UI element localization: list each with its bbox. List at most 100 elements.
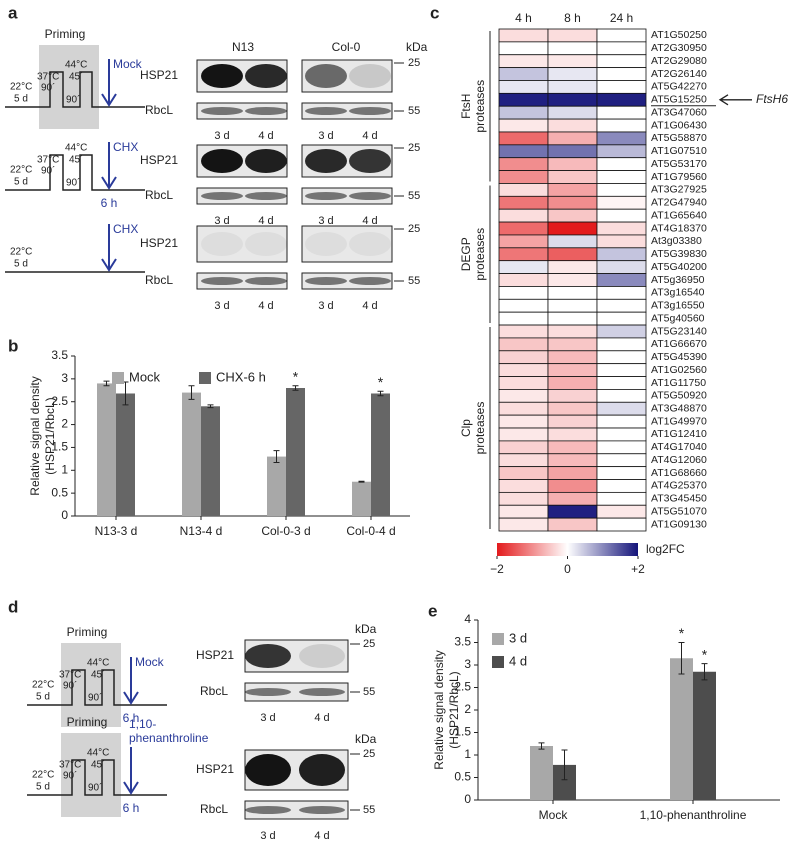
row-label: AT5G40200	[651, 261, 707, 273]
row-label: AT2G29080	[651, 55, 707, 67]
row-label: AT1G65640	[651, 209, 707, 221]
heat-cell	[547, 54, 598, 69]
pulse1-temp: 37°C	[37, 72, 59, 83]
error-bar	[292, 385, 299, 391]
arrow-head	[101, 176, 117, 190]
rbcl-label: RbcL	[145, 103, 173, 117]
heat-cell	[596, 273, 647, 287]
start-time: 5 d	[14, 94, 28, 105]
heat-cell	[498, 440, 549, 455]
hsp-label: HSP21	[196, 648, 234, 662]
y-tick-label: 1.5	[51, 440, 68, 454]
heat-cell	[498, 414, 549, 429]
heat-cell	[547, 453, 598, 468]
heat-cell	[547, 221, 598, 236]
group-label: proteases	[473, 402, 487, 455]
gap-time: 90´	[66, 177, 80, 189]
legend-label: 3 d	[509, 630, 527, 645]
marker: 25	[363, 638, 375, 650]
start-time: 5 d	[36, 782, 50, 793]
rbcl-label: RbcL	[145, 188, 173, 202]
heat-cell	[498, 376, 549, 390]
colorbar-tick-label: 0	[564, 562, 571, 576]
bar	[267, 456, 286, 516]
heat-cell	[547, 414, 598, 429]
row-label: AT2G26140	[651, 68, 707, 80]
heat-cell	[596, 144, 647, 159]
band	[245, 688, 291, 696]
row-label: AT4G17040	[651, 441, 707, 453]
heat-cell	[498, 453, 549, 468]
start-temp: 22°C	[10, 165, 32, 176]
annotation-arrow	[718, 94, 752, 106]
marker: 25	[408, 142, 420, 154]
y-tick-label: 2.5	[51, 394, 68, 408]
bar	[530, 746, 553, 800]
duration: 6 h	[123, 711, 140, 725]
band	[349, 149, 391, 173]
heat-cell	[596, 427, 647, 442]
pulse2-time: 45´	[69, 154, 83, 166]
heat-cell	[596, 337, 647, 352]
start-temp: 22°C	[32, 680, 54, 691]
heat-cell	[547, 41, 598, 56]
lane-label: 4 d	[258, 130, 273, 142]
heat-cell	[547, 183, 598, 197]
heat-cell	[498, 273, 549, 287]
heat-cell	[547, 234, 598, 249]
treatment: 1,10-	[129, 717, 156, 731]
timeline	[5, 71, 145, 108]
band	[349, 107, 391, 115]
lane-label: 3 d	[260, 712, 275, 724]
kda: kDa	[406, 40, 428, 54]
heat-cell	[547, 504, 598, 519]
row-label: AT3G27925	[651, 184, 707, 196]
panel-label: c	[430, 3, 439, 22]
band	[299, 754, 345, 786]
timeline	[5, 154, 145, 191]
bar	[553, 764, 576, 800]
hsp-label: HSP21	[196, 762, 234, 776]
heat-cell	[498, 221, 549, 236]
heat-cell	[547, 337, 598, 352]
row-label: AT2G30950	[651, 42, 707, 54]
start-time: 5 d	[14, 259, 28, 270]
marker: 25	[408, 57, 420, 69]
heat-cell	[596, 401, 647, 416]
heat-cell	[596, 440, 647, 455]
pulse2-time: 45´	[69, 71, 83, 83]
row-label: AT1G49970	[651, 415, 707, 427]
heat-cell	[547, 466, 598, 480]
heat-cell	[498, 401, 549, 416]
significance: *	[293, 368, 299, 384]
heat-cell	[596, 324, 647, 339]
row-label: AT5g40560	[651, 312, 705, 324]
group-label: proteases	[473, 80, 487, 133]
y-tick-label: 3	[61, 371, 68, 385]
timeline	[27, 759, 167, 796]
lane-label: 4 d	[362, 215, 377, 227]
band	[305, 192, 347, 200]
rbcl-label: RbcL	[145, 273, 173, 287]
y-axis-label: Relative signal density	[432, 650, 446, 769]
heat-cell	[547, 105, 598, 120]
panel-label: e	[428, 601, 437, 620]
band	[201, 232, 243, 256]
error-bar	[678, 642, 685, 675]
colorbar-tick-label: +2	[631, 562, 645, 576]
heat-cell	[596, 41, 647, 56]
band	[201, 277, 243, 285]
error-bar	[701, 663, 708, 681]
marker: 55	[408, 105, 420, 117]
heat-cell	[596, 466, 647, 480]
lane-label: 4 d	[314, 712, 329, 724]
error-bar	[188, 385, 195, 400]
pulse1-time: 90´	[41, 82, 55, 94]
lane-label: 4 d	[258, 215, 273, 227]
row-label: AT3g16550	[651, 300, 705, 312]
row-label: AT1G12410	[651, 428, 707, 440]
heat-cell	[596, 414, 647, 429]
band	[201, 64, 243, 88]
heat-cell	[596, 131, 647, 146]
heat-cell	[498, 260, 549, 274]
